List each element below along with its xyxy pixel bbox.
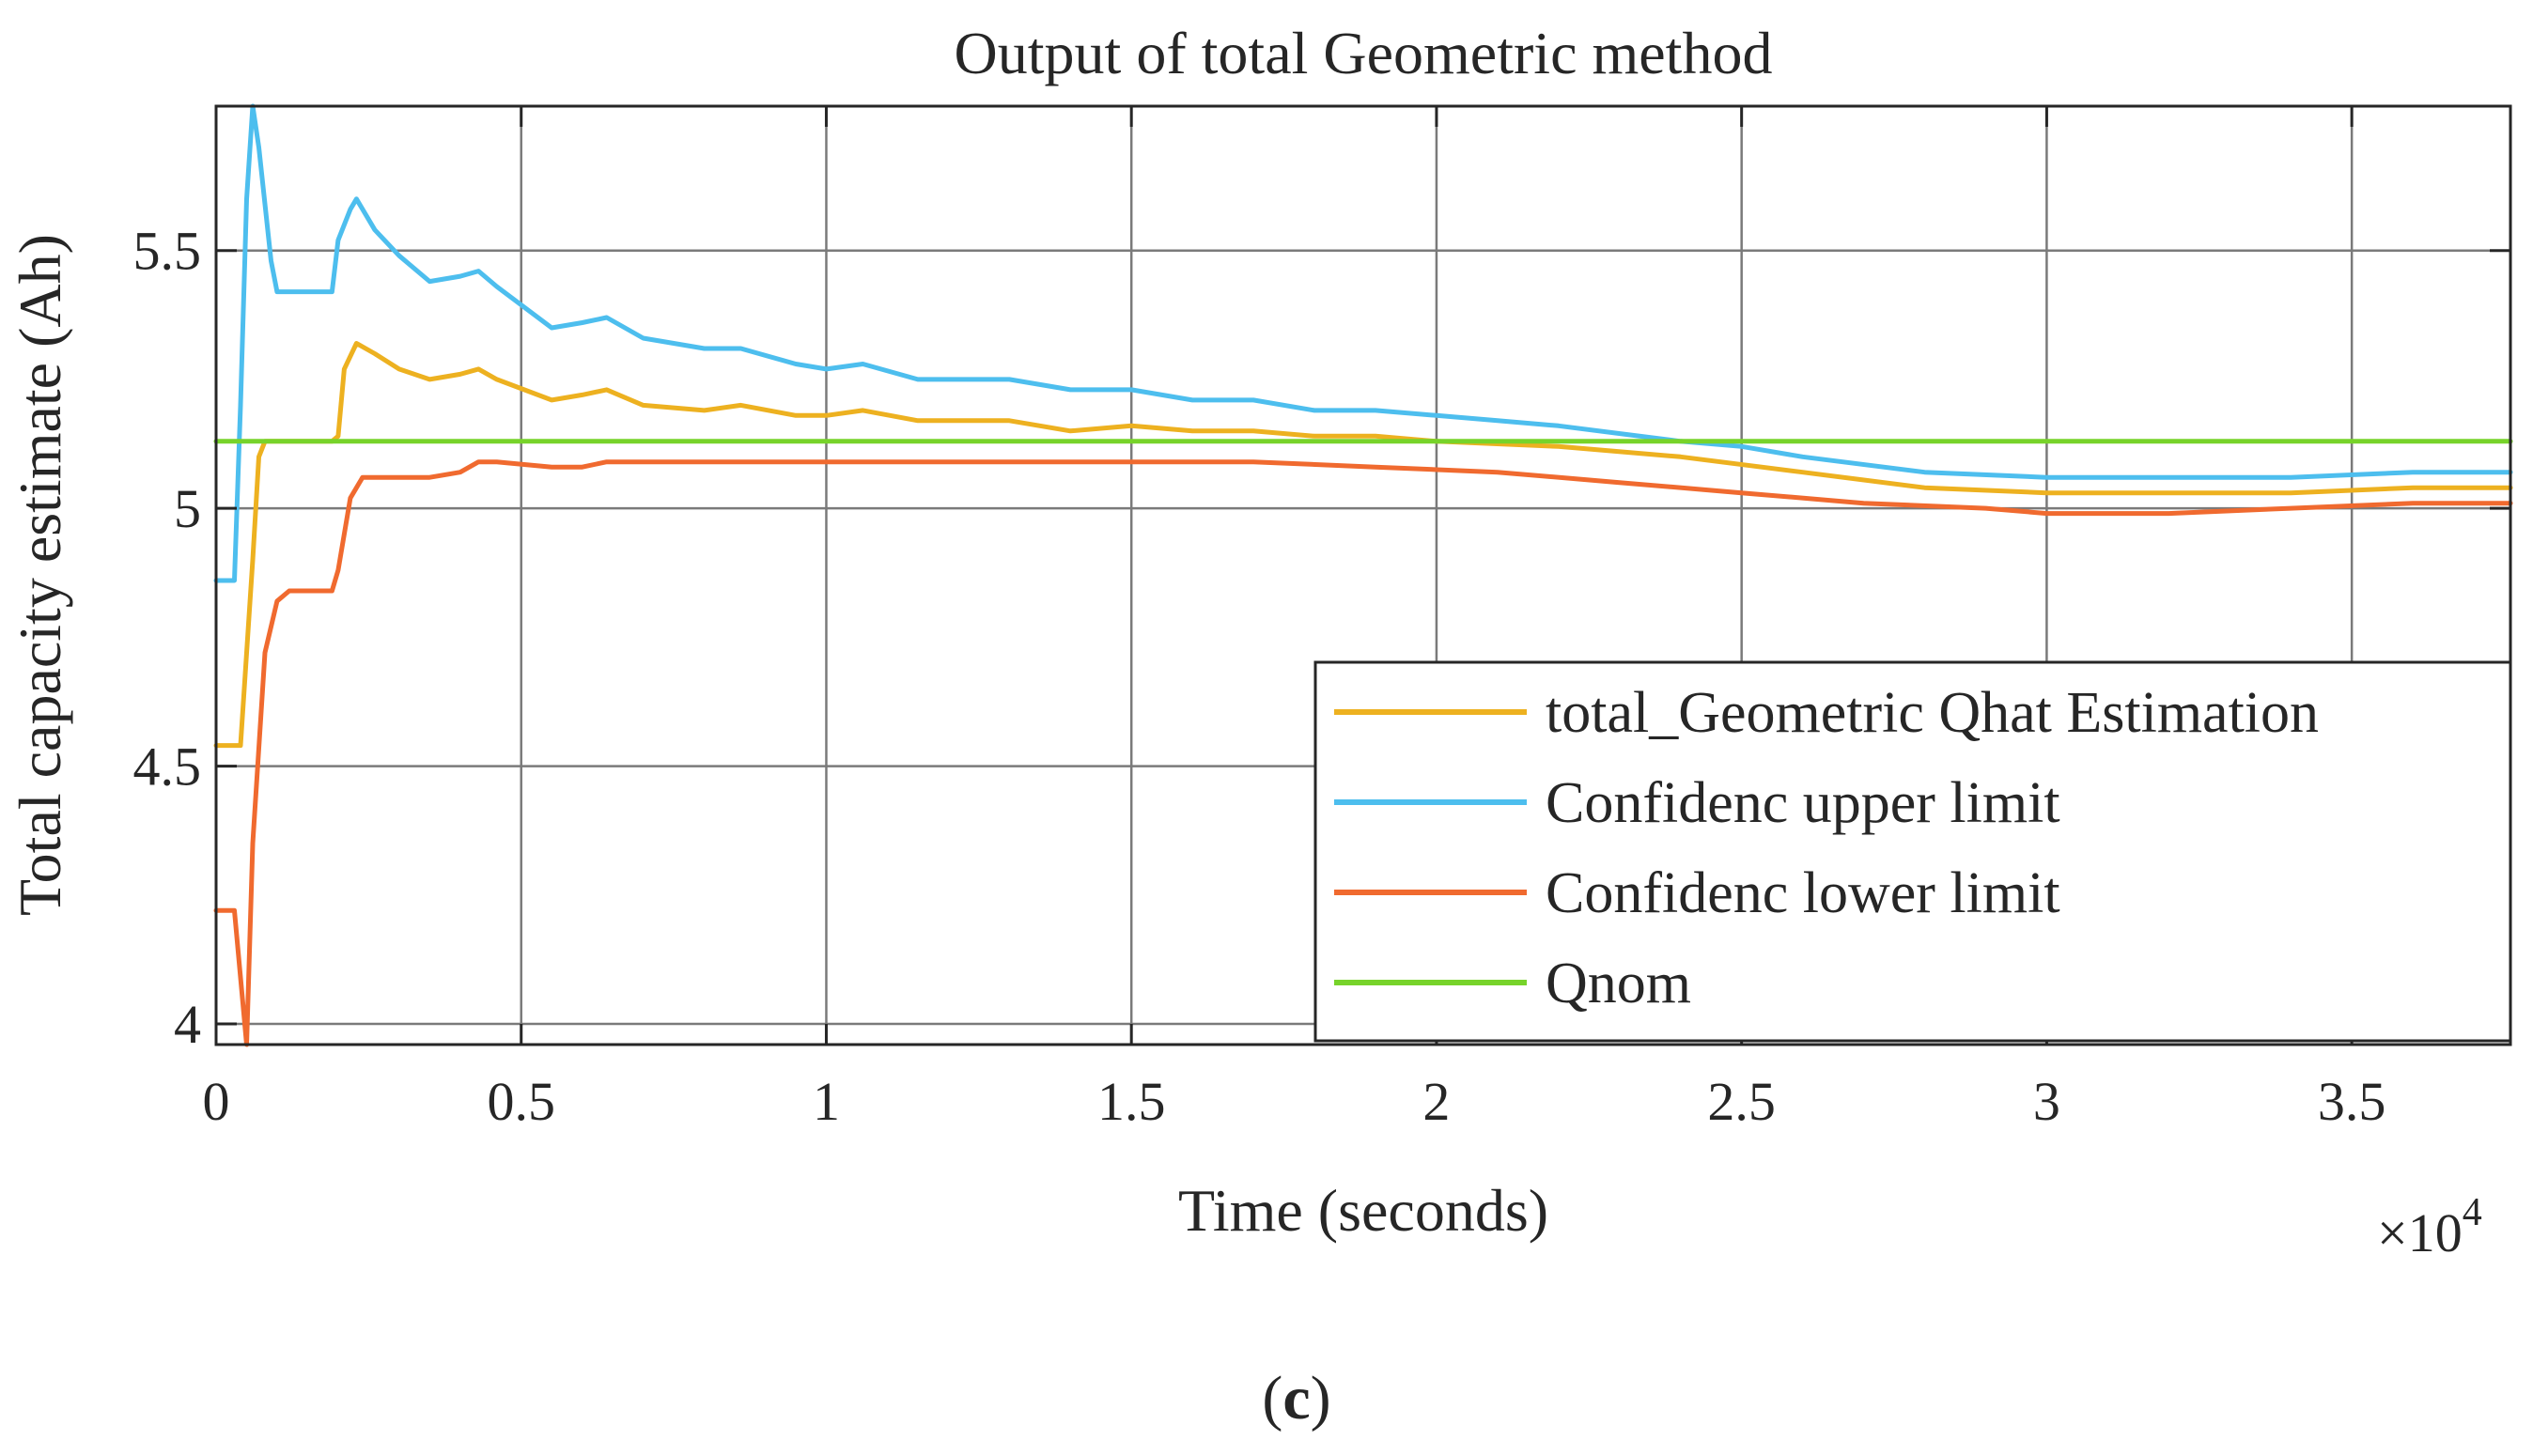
caption-open-paren: ( xyxy=(1262,1364,1282,1433)
x-tick-label: 3 xyxy=(2033,1071,2060,1132)
axis-ticks: 0 0.5 1 1.5 2 2.5 3 3.5 4 4.5 5 5.5 xyxy=(133,106,2510,1132)
chart-title: Output of total Geometric method xyxy=(955,20,1773,86)
x-multiplier-base: ×10 xyxy=(2377,1202,2463,1263)
x-tick-label: 1 xyxy=(813,1071,840,1132)
y-tick-label: 5.5 xyxy=(133,221,202,282)
x-tick-label: 2.5 xyxy=(1707,1071,1776,1132)
plot-frame xyxy=(214,104,2512,1046)
caption-letter: c xyxy=(1282,1364,1310,1433)
legend-label-confidenc-lower-limit: Confidenc lower limit xyxy=(1546,861,2060,925)
x-axis-label: Time (seconds) xyxy=(1178,1177,1548,1244)
series-lines xyxy=(213,103,2513,1047)
legend-box xyxy=(1313,660,2512,1043)
x-axis-multiplier: ×104 xyxy=(2377,1191,2482,1263)
caption-close-paren: ) xyxy=(1311,1364,1331,1433)
y-tick-label: 5 xyxy=(174,478,201,539)
legend: total_Geometric Qhat Estimation Confidenc… xyxy=(1313,660,2512,1043)
legend-label-qnom: Qnom xyxy=(1546,952,1691,1015)
x-tick-label: 0.5 xyxy=(487,1071,555,1132)
y-axis-label: Total capacity estimate (Ah) xyxy=(7,234,73,916)
legend-label-confidenc-upper-limit: Confidenc upper limit xyxy=(1546,771,2060,835)
y-tick-label: 4 xyxy=(174,994,201,1055)
x-tick-label: 1.5 xyxy=(1097,1071,1166,1132)
series-line-total-geometric-qhat-estimation xyxy=(213,341,2513,749)
y-tick-label: 4.5 xyxy=(133,736,202,798)
x-tick-label: 2 xyxy=(1422,1071,1450,1132)
legend-label-total-geometric-qhat-estimation: total_Geometric Qhat Estimation xyxy=(1546,681,2319,745)
x-tick-label: 3.5 xyxy=(2318,1071,2386,1132)
figure-caption: (c) xyxy=(1262,1364,1330,1433)
x-multiplier-exponent: 4 xyxy=(2463,1191,2482,1234)
series-line-confidenc-lower-limit xyxy=(213,459,2513,1047)
x-tick-label: 0 xyxy=(203,1071,230,1132)
